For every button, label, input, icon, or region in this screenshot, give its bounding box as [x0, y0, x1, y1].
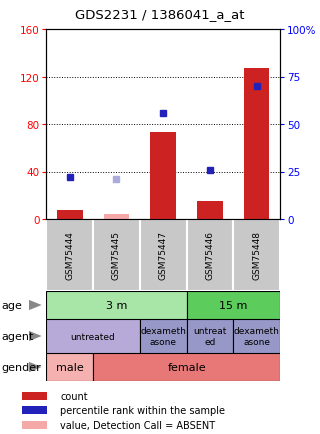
Text: percentile rank within the sample: percentile rank within the sample [60, 405, 225, 415]
Text: dexameth
asone: dexameth asone [234, 326, 280, 346]
Bar [46, 291, 187, 319]
Text: untreated: untreated [71, 332, 116, 341]
Text: dexameth
asone: dexameth asone [140, 326, 186, 346]
Bar [22, 406, 47, 414]
Bar [150, 133, 176, 220]
Bar [233, 319, 280, 353]
Bar [46, 353, 93, 381]
Bar [46, 220, 93, 291]
Text: GSM75448: GSM75448 [252, 231, 261, 280]
Text: count: count [60, 391, 88, 401]
Bar [57, 210, 83, 220]
Polygon shape [29, 331, 42, 342]
Bar [93, 353, 280, 381]
Text: GSM75446: GSM75446 [205, 231, 214, 280]
Text: male: male [56, 362, 84, 372]
Bar [22, 392, 47, 401]
Bar [93, 220, 140, 291]
Text: GDS2231 / 1386041_a_at: GDS2231 / 1386041_a_at [75, 8, 245, 21]
Text: GSM75447: GSM75447 [159, 231, 168, 280]
Text: GSM75444: GSM75444 [65, 231, 74, 280]
Text: female: female [167, 362, 206, 372]
Text: GSM75445: GSM75445 [112, 231, 121, 280]
Bar [140, 319, 187, 353]
Bar [244, 69, 269, 220]
Polygon shape [29, 300, 42, 310]
Text: 3 m: 3 m [106, 300, 127, 310]
Polygon shape [29, 362, 42, 372]
Text: untreat
ed: untreat ed [193, 326, 227, 346]
Text: age: age [2, 300, 22, 310]
Text: agent: agent [2, 331, 34, 341]
Bar [140, 220, 187, 291]
Bar [187, 319, 233, 353]
Bar [187, 220, 233, 291]
Bar [197, 202, 223, 220]
Bar [104, 215, 129, 220]
Bar [22, 421, 47, 429]
Bar [46, 319, 140, 353]
Bar [187, 291, 280, 319]
Bar [233, 220, 280, 291]
Text: 15 m: 15 m [219, 300, 247, 310]
Text: gender: gender [2, 362, 41, 372]
Text: value, Detection Call = ABSENT: value, Detection Call = ABSENT [60, 420, 215, 430]
